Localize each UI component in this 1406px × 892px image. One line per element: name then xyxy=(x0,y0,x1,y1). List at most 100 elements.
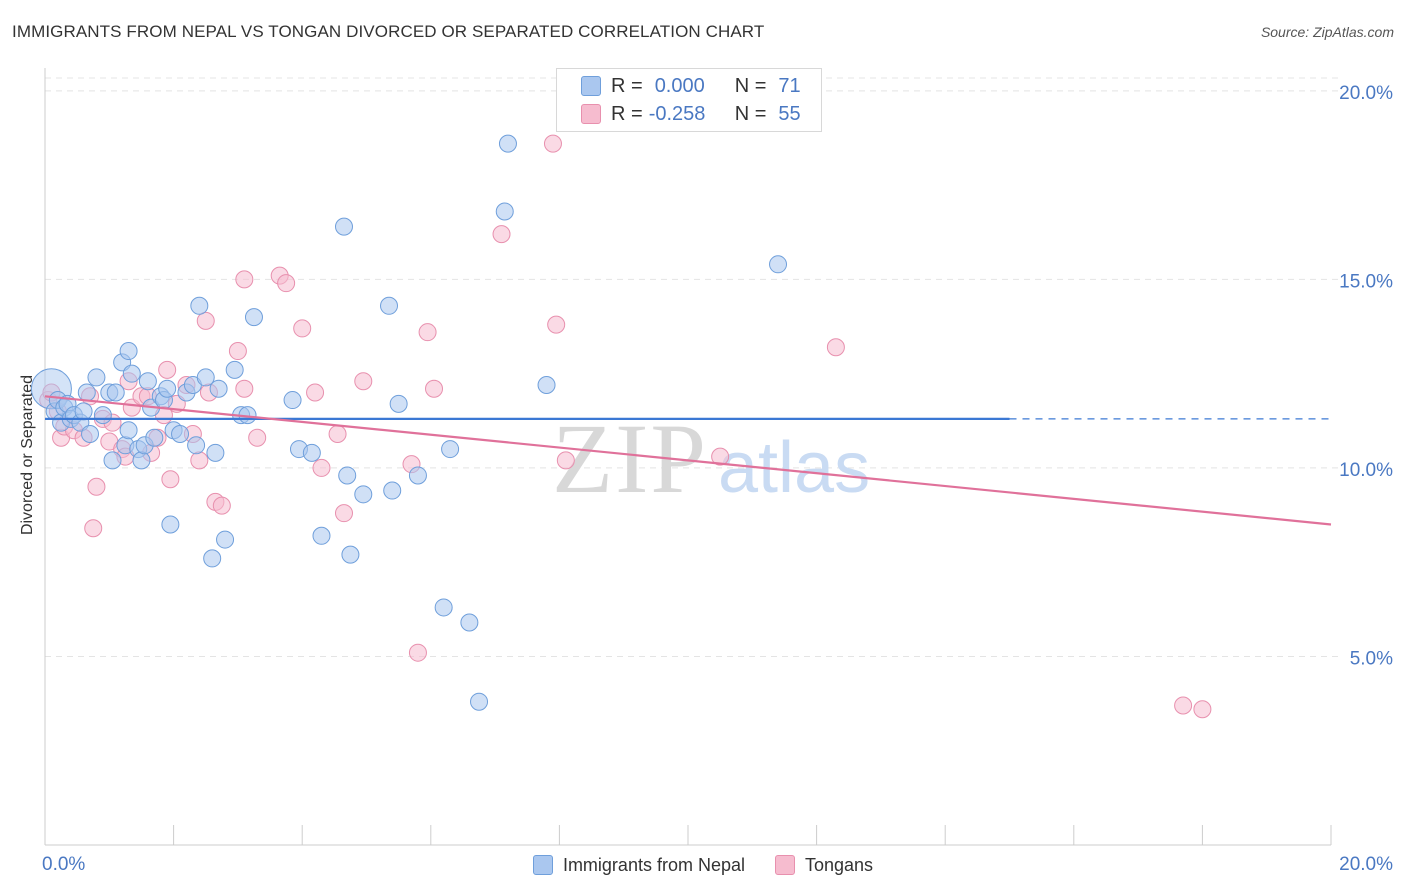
legend-nepal-label: Immigrants from Nepal xyxy=(562,854,745,875)
tongan-point xyxy=(161,470,180,489)
y-tick-label: 5.0% xyxy=(1350,648,1393,669)
tongan-point xyxy=(354,372,373,391)
legend-nepal-swatch xyxy=(532,855,553,875)
axes xyxy=(44,68,1332,846)
stats-legend: R = 0.000 N = 71 R = -0.258 N = 55 xyxy=(556,68,822,132)
legend: Immigrants from Nepal Tongans xyxy=(0,852,1406,878)
nepal-point xyxy=(302,443,321,462)
tongan-point xyxy=(212,496,231,515)
nepal-point xyxy=(77,383,96,402)
nepal-point xyxy=(383,481,402,500)
y-tick-label: 20.0% xyxy=(1339,83,1393,104)
nepal-point xyxy=(283,391,302,410)
nepal-point xyxy=(769,255,788,274)
tick-labels: 5.0% 10.0% 15.0% 20.0% 0.0% 20.0% xyxy=(42,83,1393,875)
tongan-point xyxy=(328,424,347,443)
nepal-point xyxy=(225,360,244,379)
tongan-point xyxy=(228,342,247,361)
nepal-point xyxy=(498,134,517,153)
nepal-point xyxy=(119,421,138,440)
nepal-point xyxy=(206,443,225,462)
tongan-trend-line xyxy=(44,395,1332,526)
x-tick-label: 0.0% xyxy=(42,854,85,875)
nepal-point xyxy=(138,372,157,391)
tongan-point xyxy=(418,323,437,342)
nepal-point xyxy=(312,526,331,545)
nepal-point xyxy=(87,368,106,387)
legend-tongans-swatch xyxy=(775,855,795,875)
tongan-point xyxy=(248,428,267,447)
y-tick-label: 10.0% xyxy=(1339,460,1393,481)
tongan-point xyxy=(235,270,254,289)
nepal-point xyxy=(106,383,125,402)
tongan-point xyxy=(826,338,845,357)
nepal-point xyxy=(389,394,408,413)
tongan-point xyxy=(425,379,444,398)
tongan-point xyxy=(1174,696,1193,715)
nepal-point xyxy=(216,530,235,549)
nepal-point xyxy=(334,217,353,236)
nepal-point xyxy=(354,485,373,504)
tongan-point xyxy=(1193,700,1212,719)
stats-row-tongan: R = -0.258 N = 55 xyxy=(581,101,801,127)
stats-row-nepal: R = 0.000 N = 71 xyxy=(581,73,801,99)
tongan-point xyxy=(235,379,254,398)
nepal-point xyxy=(93,406,112,425)
tongan-r-label: R = xyxy=(611,102,643,125)
nepal-point xyxy=(203,549,222,568)
nepal-point xyxy=(158,379,177,398)
nepal-point xyxy=(441,440,460,459)
nepal-point xyxy=(434,598,453,617)
nepal-point xyxy=(537,375,556,394)
nepal-point xyxy=(187,436,206,455)
nepal-point xyxy=(338,466,357,485)
nepal-point xyxy=(244,308,263,327)
nepal-point xyxy=(408,466,427,485)
tongan-point xyxy=(158,360,177,379)
nepal-r-label: R = xyxy=(611,74,643,97)
tongan-point xyxy=(312,458,331,477)
watermark-atlas: atlas xyxy=(718,428,870,508)
chart-title: IMMIGRANTS FROM NEPAL VS TONGAN DIVORCED… xyxy=(12,22,765,41)
nepal-point xyxy=(145,428,164,447)
nepal-point xyxy=(81,424,100,443)
nepal-point xyxy=(470,692,489,711)
tongan-point xyxy=(408,643,427,662)
legend-item-nepal[interactable]: Immigrants from Nepal xyxy=(532,852,745,878)
tongan-point xyxy=(293,319,312,338)
tongan-n-label: N = xyxy=(734,102,767,125)
tongan-point xyxy=(277,274,296,293)
legend-item-tongans[interactable]: Tongans xyxy=(775,852,873,878)
nepal-n-label: N = xyxy=(734,74,767,97)
nepal-point xyxy=(209,379,228,398)
tongan-point xyxy=(306,383,325,402)
tongan-point xyxy=(84,519,103,538)
nepal-point xyxy=(380,296,399,315)
nepal-point xyxy=(132,451,151,470)
gridlines xyxy=(45,77,1339,657)
nepal-point xyxy=(460,613,479,632)
nepal-swatch xyxy=(581,76,601,96)
tongan-point xyxy=(711,447,730,466)
y-tick-label: 15.0% xyxy=(1339,271,1393,292)
tongan-point xyxy=(190,451,209,470)
legend-tongans-label: Tongans xyxy=(805,854,874,875)
x-tick-label: 20.0% xyxy=(1339,854,1393,875)
nepal-point xyxy=(341,545,360,564)
tongan-swatch xyxy=(581,104,601,124)
nepal-point xyxy=(196,368,215,387)
tongan-point xyxy=(334,504,353,523)
tongan-point xyxy=(556,451,575,470)
tongan-point xyxy=(87,477,106,496)
tongan-n-value: 55 xyxy=(778,102,801,125)
nepal-r-value: 0.000 xyxy=(654,74,705,97)
tongan-point xyxy=(547,315,566,334)
nepal-point xyxy=(103,451,122,470)
nepal-point xyxy=(171,424,190,443)
chart-source: Source: ZipAtlas.com xyxy=(1260,24,1394,40)
nepal-n-value: 71 xyxy=(778,74,801,97)
nepal-point xyxy=(122,364,141,383)
tongan-point xyxy=(196,311,215,330)
trend-lines xyxy=(44,395,1332,526)
